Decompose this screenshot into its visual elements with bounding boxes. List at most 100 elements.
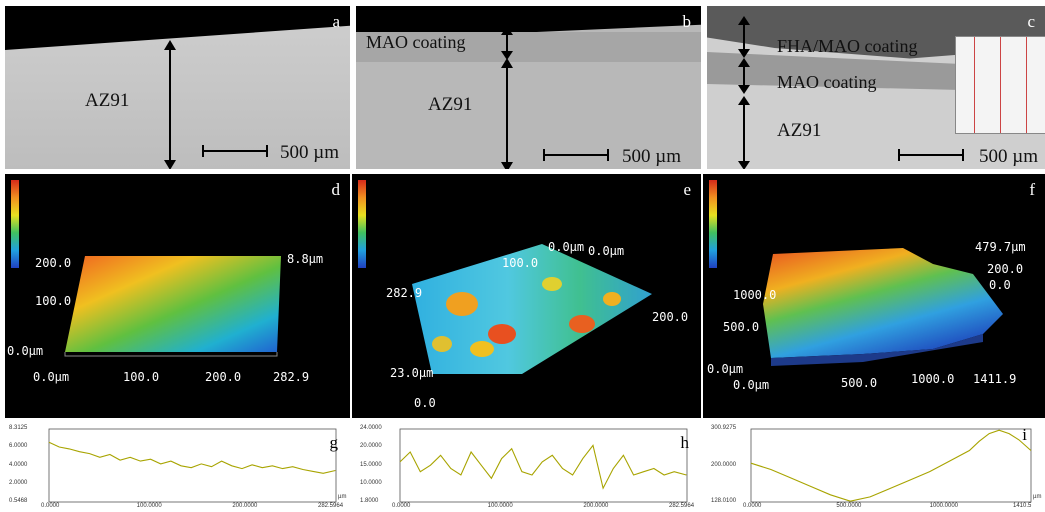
h-y-tick: 24.0000: [360, 425, 382, 431]
material-label-b: AZ91: [428, 94, 473, 115]
g-x-unit: µm: [338, 494, 347, 500]
panel-letter-c: c: [1027, 12, 1035, 31]
e-left-val: 282.9: [386, 286, 423, 300]
g-x-tick: 100.0000: [136, 503, 162, 509]
f-x2: 1000.0: [911, 372, 955, 386]
scale-bar-c: [898, 149, 964, 161]
h-y-tick: 1.8000: [360, 498, 379, 504]
color-scale-e: [358, 180, 366, 268]
g-x-tick: 0.0000: [41, 503, 60, 509]
f-origin: 0.0µm: [707, 362, 744, 376]
scale-bar-a: [202, 145, 268, 157]
panel-c-sem: c FHA/MAO coating MAO coating AZ91 500 µ…: [707, 6, 1045, 169]
coating-label-c: MAO coating: [777, 72, 877, 92]
scale-text-b: 500 µm: [622, 146, 681, 167]
f-z-mid: 200.0: [987, 262, 1024, 276]
scale-text-a: 500 µm: [280, 142, 339, 163]
d-x2: 200.0: [205, 370, 242, 384]
f-x3: 1411.9: [973, 372, 1017, 386]
profile-g-svg: [48, 428, 337, 503]
coating-label-b: MAO coating: [366, 32, 466, 52]
e-top-left: 0.0µm: [548, 240, 585, 254]
scale-text-c: 500 µm: [979, 146, 1038, 167]
i-x-tick: 1410.5: [1013, 503, 1032, 509]
g-profile-line: [48, 441, 336, 474]
e-top-right: 0.0µm: [588, 244, 625, 258]
profile-i-svg: [750, 428, 1032, 503]
f-z-base: 0.0: [989, 278, 1011, 292]
profile-g: g 8.3125 6.0000 4.0000 2.0000 0.5468 0.0000 10…: [5, 423, 350, 512]
color-scale-f: [709, 180, 717, 268]
i-x-tick: 0.0000: [743, 503, 762, 509]
g-plot-frame: [48, 428, 337, 503]
e-z-top: 23.0µm: [390, 366, 434, 380]
h-profile-line: [399, 444, 687, 490]
g-y-tick: 6.0000: [9, 443, 28, 450]
panel-a-sem: a AZ91 500 µm: [5, 6, 350, 169]
d-x0: 0.0µm: [33, 370, 70, 384]
d-origin: 0.0µm: [7, 344, 44, 358]
f-y-mid: 500.0: [723, 320, 760, 334]
panel-b-sem: b MAO coating AZ91 500 µm: [356, 6, 701, 169]
h-x-tick: 100.0000: [487, 503, 513, 509]
e-z-base: 0.0: [414, 396, 436, 410]
g-y-tick: 0.5468: [9, 498, 28, 504]
i-x-unit: µm: [1033, 494, 1042, 500]
i-profile-line: [750, 429, 1032, 502]
panel-letter-g: g: [329, 433, 339, 452]
g-y-tick: 2.0000: [9, 479, 28, 486]
i-x-tick: 500.0000: [836, 503, 862, 509]
thickness-arrow-a: [164, 40, 176, 169]
g-y-tick: 8.3125: [9, 425, 28, 431]
d-y-top: 200.0: [35, 256, 72, 270]
h-x-tick: 200.0000: [583, 503, 609, 509]
h-x-tick: 282.5964: [669, 503, 695, 509]
h-y-tick: 15.0000: [360, 461, 382, 468]
color-scale-d: [11, 180, 19, 268]
profile-h: h 24.0000 20.0000 15.0000 10.0000 1.8000 0.00…: [356, 423, 701, 512]
panel-letter-f: f: [1029, 180, 1035, 199]
panel-letter-a: a: [332, 12, 340, 31]
e-right-val: 200.0: [652, 310, 689, 324]
i-y-tick: 300.9275: [711, 425, 737, 431]
f-z-top: 479.7µm: [975, 240, 1026, 254]
i-plot-frame: [750, 428, 1032, 503]
material-label-a: AZ91: [85, 90, 130, 111]
h-x-tick: 0.0000: [392, 503, 411, 509]
panel-letter-i: i: [1022, 425, 1027, 444]
f-y-top: 1000.0: [733, 288, 777, 302]
inset-c: [955, 36, 1045, 134]
scale-bar-b: [543, 149, 609, 161]
material-label-c: AZ91: [777, 120, 822, 141]
panel-e-3d: e 0.0µm 100.0 0.0µm 282.9 200.0 23.0µm 0…: [352, 174, 701, 418]
g-x-tick: 282.5964: [318, 503, 344, 509]
mao-layer-b: [356, 32, 701, 62]
e-top-mid: 100.0: [502, 256, 539, 270]
panel-letter-e: e: [683, 180, 691, 199]
thickness-arrow-c: [738, 16, 750, 169]
f-x0: 0.0µm: [733, 378, 770, 392]
d-z-top: 8.8µm: [287, 252, 324, 266]
panel-f-3d: f 479.7µm 200.0 0.0 1000.0 500.0 0.0µm 0…: [703, 174, 1045, 418]
d-x3: 282.9: [273, 370, 310, 384]
h-plot-frame: [399, 428, 688, 503]
i-y-tick: 200.0000: [711, 461, 737, 468]
f-x1: 500.0: [841, 376, 878, 390]
panel-letter-d: d: [331, 180, 341, 199]
g-y-tick: 4.0000: [9, 461, 28, 468]
d-x1: 100.0: [123, 370, 160, 384]
top-coating-label-c: FHA/MAO coating: [777, 36, 918, 56]
thickness-arrow-b: [501, 26, 513, 169]
profile-i: i 300.9275 200.0000 128.0100 0.0000 500.0000…: [707, 423, 1045, 512]
panel-letter-b: b: [682, 12, 692, 31]
panel-letter-h: h: [680, 433, 690, 452]
h-y-tick: 20.0000: [360, 443, 382, 450]
h-y-tick: 10.0000: [360, 479, 382, 486]
surface-f: [763, 248, 1003, 366]
g-x-tick: 200.0000: [232, 503, 258, 509]
i-y-tick: 128.0100: [711, 498, 737, 504]
surface-e: [412, 244, 652, 374]
surface-d: [64, 256, 281, 357]
i-x-tick: 1000.0000: [929, 503, 959, 509]
d-y-mid: 100.0: [35, 294, 72, 308]
